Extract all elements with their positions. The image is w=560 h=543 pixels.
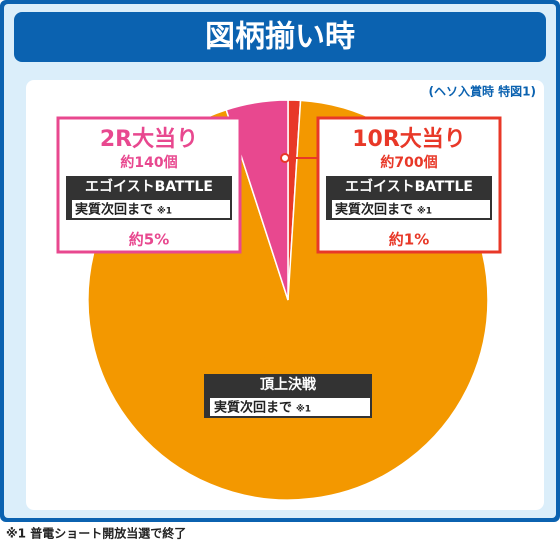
note-mark: ※1: [157, 206, 172, 217]
slice-count: 約140個: [120, 154, 177, 171]
value-label: 約5%: [129, 231, 169, 249]
slice-name: 10R大当り: [352, 127, 466, 152]
note-box: [332, 200, 490, 218]
pie-slice: [225, 99, 289, 301]
value-label: 約94%: [263, 429, 314, 447]
slice-count: 約700個: [380, 154, 437, 171]
value-label: 約1%: [389, 231, 429, 249]
mode-text: 頂上決戦: [260, 376, 317, 393]
note-text: 実質次回まで: [214, 400, 292, 416]
subtitle: (ヘソ入賞時 特図1): [429, 84, 537, 99]
note-text: 実質次回まで: [335, 202, 413, 218]
footnote: ※1 普電ショート開放当選で終了: [6, 526, 186, 541]
leader-dot: [280, 153, 290, 163]
slice-name: 3R大当り: [239, 325, 337, 350]
note-mark: ※1: [417, 206, 432, 217]
chart-title: 図柄揃い時: [205, 20, 355, 55]
note-text: 実質次回まで: [75, 202, 153, 218]
note-mark: ※1: [296, 404, 311, 415]
note-box: [210, 398, 370, 416]
slice-name: 2R大当り: [100, 127, 198, 152]
mode-text: エゴイストBATTLE: [85, 178, 213, 195]
slice-count: 約210個: [259, 352, 316, 369]
note-box: [72, 200, 230, 218]
header-bar: [14, 12, 546, 62]
mode-text: エゴイストBATTLE: [345, 178, 473, 195]
